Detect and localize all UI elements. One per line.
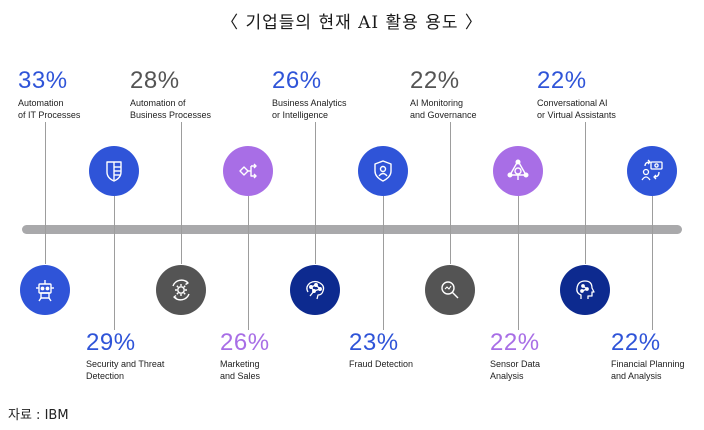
stat-label-marketing-sales: Marketing and Sales [220,359,261,381]
connector-line [181,122,182,264]
connector-line [315,122,316,264]
stat-label-automation-it: Automation of IT Processes [18,98,81,120]
connector-line [45,122,46,264]
robot-icon [20,265,70,315]
stat-percent-financial-planning: 22% [611,329,661,356]
stat-percent-business-analytics: 26% [272,67,322,94]
stat-label-ai-monitoring: AI Monitoring and Governance [410,98,477,120]
connector-line [585,122,586,264]
magnifier-icon [425,265,475,315]
stat-percent-marketing-sales: 26% [220,329,270,356]
stat-percent-automation-business: 28% [130,67,180,94]
stat-percent-ai-monitoring: 22% [410,67,460,94]
stat-label-financial-planning: Financial Planning and Analysis [611,359,685,381]
stat-percent-sensor-data: 22% [490,329,540,356]
stat-label-fraud-detection: Fraud Detection [349,359,414,369]
stat-label-automation-business: Automation of Business Processes [130,98,212,120]
stat-label-business-analytics: Business Analytics or Intelligence [272,98,347,120]
stat-percent-security-threat: 29% [86,329,136,356]
source-caption: 자료 : IBM [8,408,69,423]
stat-label-security-threat: Security and Threat Detection [86,359,165,381]
connector-line [652,196,653,330]
shield-document-icon [89,146,139,196]
head-circuit-icon [560,265,610,315]
stat-percent-automation-it: 33% [18,67,68,94]
brain-network-icon [290,265,340,315]
connector-line [248,196,249,330]
stat-percent-conversational-ai: 22% [537,67,587,94]
connector-line [383,196,384,330]
finance-exchange-icon [627,146,677,196]
connector-line [518,196,519,330]
stat-label-sensor-data: Sensor Data Analysis [490,359,541,381]
infographic-title: 〈 기업들의 현재 AI 활용 용도 〉 [221,13,483,33]
gear-cycle-icon [156,265,206,315]
connector-line [450,122,451,264]
shield-user-icon [358,146,408,196]
connector-line [114,196,115,330]
stat-percent-fraud-detection: 23% [349,329,399,356]
workflow-icon [223,146,273,196]
timeline-bar [22,225,682,234]
sensor-network-icon [493,146,543,196]
stat-label-conversational-ai: Conversational AI or Virtual Assistants [537,98,616,120]
